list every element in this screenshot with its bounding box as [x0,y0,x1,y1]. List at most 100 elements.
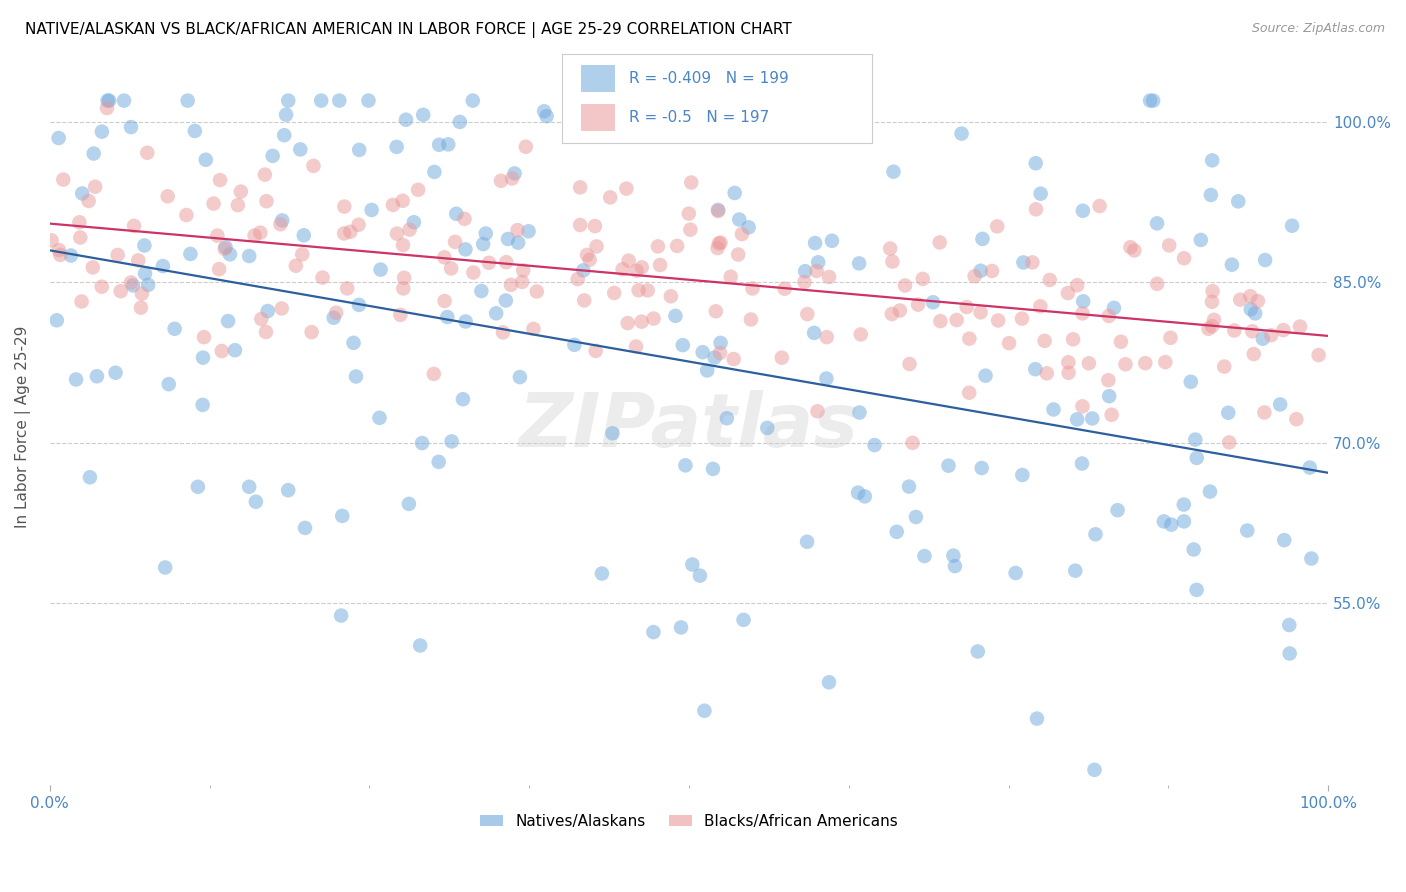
Natives/Alaskans [238,249,260,263]
Natives/Alaskans [395,112,418,127]
Blacks/African Americans [291,247,314,261]
Blacks/African Americans [110,284,132,298]
Natives/Alaskans [681,558,703,572]
Blacks/African Americans [578,252,600,267]
Natives/Alaskans [152,259,174,273]
Natives/Alaskans [863,438,886,452]
Blacks/African Americans [956,300,979,314]
Natives/Alaskans [191,398,214,412]
Natives/Alaskans [385,140,408,154]
Natives/Alaskans [98,94,121,108]
Natives/Alaskans [1244,306,1267,320]
Blacks/African Americans [963,269,986,284]
Blacks/African Americans [392,281,415,295]
Blacks/African Americans [1308,348,1330,362]
Natives/Alaskans [277,483,299,498]
Blacks/African Americans [381,198,404,212]
Blacks/African Americans [211,344,233,359]
Natives/Alaskans [449,115,471,129]
Natives/Alaskans [922,295,945,310]
Blacks/African Americans [243,228,266,243]
Natives/Alaskans [427,137,450,152]
Blacks/African Americans [815,330,838,344]
Natives/Alaskans [485,306,508,320]
Natives/Alaskans [70,186,93,201]
Natives/Alaskans [104,366,127,380]
Natives/Alaskans [398,497,420,511]
Blacks/African Americans [107,248,129,262]
Natives/Alaskans [402,215,425,229]
Blacks/African Americans [796,307,818,321]
Blacks/African Americans [526,285,548,299]
Blacks/African Americans [894,278,917,293]
Natives/Alaskans [1251,332,1274,346]
Natives/Alaskans [454,243,477,257]
Natives/Alaskans [1220,258,1243,272]
Natives/Alaskans [898,480,921,494]
Natives/Alaskans [585,126,607,140]
Blacks/African Americans [398,222,420,236]
Blacks/African Americans [727,247,749,261]
Natives/Alaskans [972,232,994,246]
Blacks/African Americans [659,289,682,303]
Blacks/African Americans [90,279,112,293]
Blacks/African Americans [1039,273,1062,287]
Natives/Alaskans [97,94,120,108]
Blacks/African Americans [648,258,671,272]
Natives/Alaskans [1199,188,1222,202]
Natives/Alaskans [309,94,332,108]
Legend: Natives/Alaskans, Blacks/African Americans: Natives/Alaskans, Blacks/African America… [474,807,904,835]
Natives/Alaskans [1227,194,1250,209]
Blacks/African Americans [301,325,323,339]
Blacks/African Americans [616,316,638,330]
Blacks/African Americans [433,250,456,264]
Natives/Alaskans [86,369,108,384]
Blacks/African Americans [1057,355,1080,369]
Blacks/African Americans [567,272,589,286]
Natives/Alaskans [914,549,936,563]
Natives/Alaskans [437,137,460,152]
Natives/Alaskans [693,704,716,718]
Blacks/African Americans [627,283,650,297]
Natives/Alaskans [357,94,380,108]
Natives/Alaskans [1142,94,1164,108]
Blacks/African Americans [1135,356,1157,370]
Natives/Alaskans [1281,219,1303,233]
Blacks/African Americans [208,262,231,277]
Blacks/African Americans [706,241,728,255]
Natives/Alaskans [821,234,844,248]
Blacks/African Americans [929,314,952,328]
Natives/Alaskans [737,220,759,235]
Natives/Alaskans [756,421,779,435]
Blacks/African Americans [1066,278,1088,293]
Blacks/African Americans [898,357,921,371]
Natives/Alaskans [794,264,817,278]
Natives/Alaskans [423,165,446,179]
Blacks/African Americans [1109,334,1132,349]
Natives/Alaskans [292,228,315,243]
Natives/Alaskans [153,560,176,574]
Blacks/African Americans [911,272,934,286]
Natives/Alaskans [803,326,825,340]
Blacks/African Americans [1229,293,1251,307]
Natives/Alaskans [853,489,876,503]
Natives/Alaskans [48,131,70,145]
Natives/Alaskans [330,608,353,623]
Natives/Alaskans [533,104,555,119]
Blacks/African Americans [599,190,621,204]
Natives/Alaskans [696,363,718,377]
Natives/Alaskans [122,278,145,293]
Blacks/African Americans [1160,331,1182,345]
Natives/Alaskans [328,94,350,108]
Natives/Alaskans [330,508,353,523]
Blacks/African Americans [617,253,640,268]
Natives/Alaskans [1301,551,1323,566]
Natives/Alaskans [256,304,278,318]
Blacks/African Americans [630,315,652,329]
Blacks/African Americans [41,233,63,247]
Blacks/African Americans [1088,199,1111,213]
Natives/Alaskans [134,238,156,252]
Blacks/African Americans [1062,332,1084,346]
Blacks/African Americans [333,227,356,241]
Natives/Alaskans [179,247,201,261]
